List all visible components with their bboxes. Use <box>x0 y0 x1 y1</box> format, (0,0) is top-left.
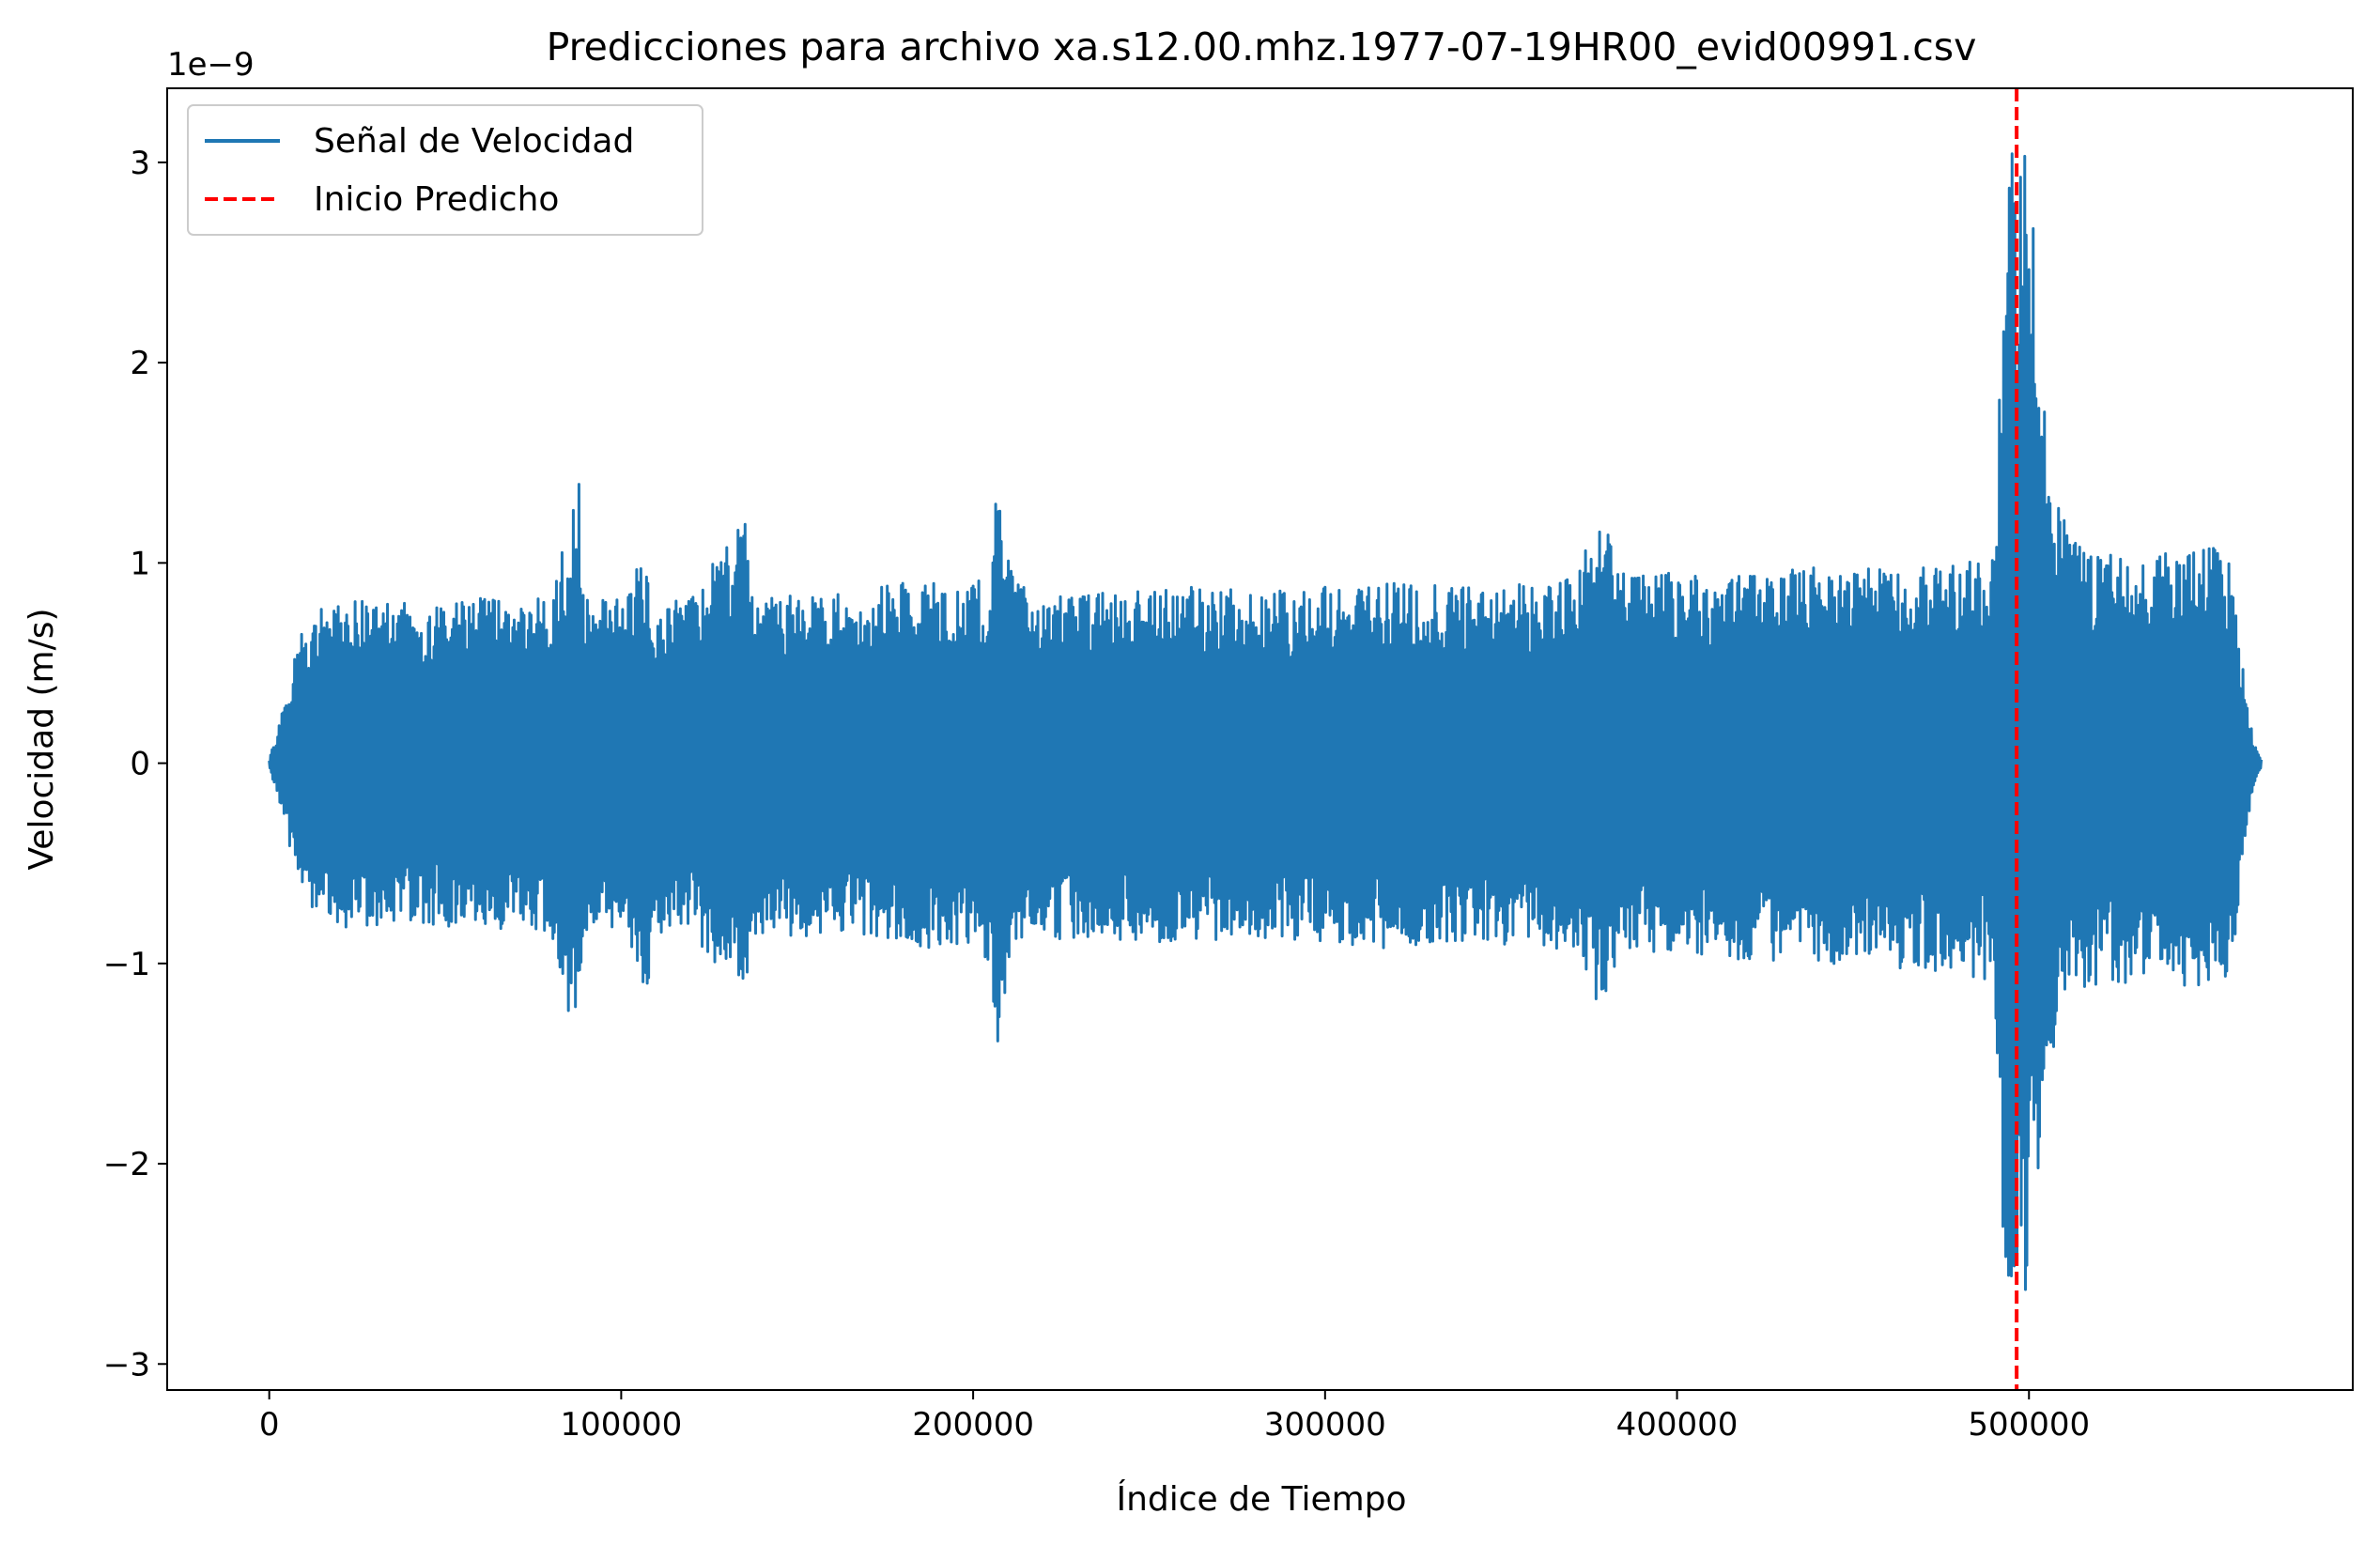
velocity-signal-line <box>268 152 2264 1291</box>
legend-label-predicted: Inicio Predicho <box>314 180 559 219</box>
y-tick-label: −3 <box>103 1346 150 1383</box>
chart-title: Predicciones para archivo xa.s12.00.mhz.… <box>547 24 1977 70</box>
legend: Señal de Velocidad Inicio Predicho <box>187 104 703 236</box>
y-offset-label: 1e−9 <box>167 46 255 84</box>
x-tick-label: 500000 <box>1968 1406 2090 1444</box>
x-tick-label: 200000 <box>912 1406 1034 1444</box>
legend-box <box>187 104 703 236</box>
y-tick-label: −2 <box>103 1146 150 1183</box>
legend-label-signal: Señal de Velocidad <box>314 122 634 161</box>
y-tick-label: −1 <box>103 946 150 983</box>
x-axis: 0 100000 200000 300000 400000 500000 <box>259 1390 2090 1444</box>
velocity-signal <box>268 152 2264 1291</box>
x-tick-label: 100000 <box>560 1406 682 1444</box>
x-axis-label: Índice de Tiempo <box>1116 1479 1406 1519</box>
y-tick-label: 2 <box>130 345 150 382</box>
y-tick-label: 1 <box>130 545 150 582</box>
axes-frame <box>166 87 2354 1391</box>
y-tick-label: 3 <box>130 145 150 182</box>
plot-area <box>268 88 2264 1390</box>
y-axis: −3 −2 −1 0 1 2 3 <box>103 145 167 1383</box>
x-tick-label: 300000 <box>1264 1406 1386 1444</box>
y-axis-label: Velocidad (m/s) <box>23 608 61 870</box>
y-tick-label: 0 <box>130 746 150 783</box>
x-tick-label: 400000 <box>1616 1406 1739 1444</box>
x-tick-label: 0 <box>259 1406 280 1444</box>
